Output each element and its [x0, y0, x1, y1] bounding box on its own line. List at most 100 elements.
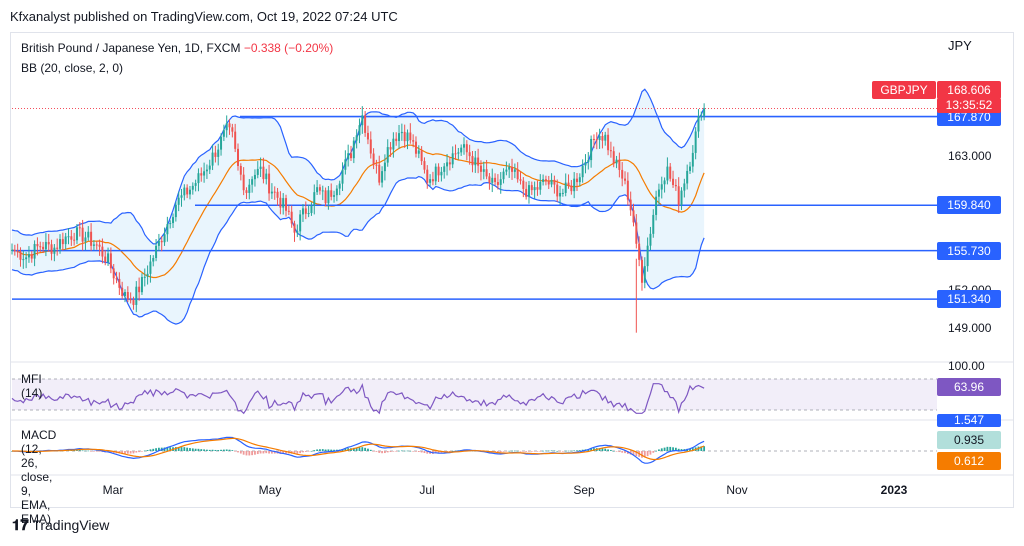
candle-body [296, 231, 299, 233]
bb-indicator-legend[interactable]: BB (20, close, 2, 0) [21, 61, 124, 75]
candle-body [242, 174, 245, 191]
candle-body [104, 256, 107, 263]
candle-body [669, 166, 672, 179]
candle-body [474, 157, 477, 166]
candle-body [674, 184, 677, 187]
candle-body [655, 196, 658, 215]
candle-body [618, 159, 621, 170]
macd-histogram-bar [316, 449, 318, 451]
chart-frame [10, 32, 1014, 508]
candle-body [700, 115, 703, 117]
level-price-tag: 155.730 [937, 241, 1001, 260]
candle-body [364, 115, 367, 133]
macd-histogram-bar [576, 450, 578, 451]
macd-histogram-bar [203, 449, 205, 451]
candle-body [59, 239, 62, 249]
candle-body [98, 244, 101, 247]
candle-body [392, 138, 395, 150]
macd-histogram-bar [248, 451, 251, 456]
macd-histogram-bar [646, 451, 649, 457]
macd-histogram-bar [567, 450, 570, 452]
candle-body [590, 138, 593, 161]
macd-histogram-bar [601, 448, 604, 451]
macd-histogram-bar [508, 450, 511, 452]
candle-body [398, 133, 401, 142]
macd-histogram-bar [536, 451, 539, 452]
macd-histogram-bar [327, 449, 330, 451]
candle-body [149, 261, 152, 274]
macd-histogram-bar [621, 451, 624, 453]
macd-histogram-bar [680, 449, 683, 451]
candle-body [570, 185, 573, 192]
price-tick-label: 149.000 [948, 321, 992, 335]
candle-body [188, 189, 191, 195]
candle-body [491, 177, 494, 183]
candle-body [443, 166, 446, 172]
candle-body [214, 152, 217, 157]
macd-histogram-bar [256, 451, 259, 455]
candle-body [146, 273, 149, 277]
macd-histogram-bar [375, 451, 378, 452]
symbol-legend[interactable]: British Pound / Japanese Yen, 1D, FXCM −… [21, 41, 333, 55]
macd-histogram-bar [265, 451, 268, 454]
candle-body [166, 224, 169, 235]
macd-histogram-bar [271, 451, 273, 454]
candle-body [157, 240, 160, 246]
macd-histogram-bar [389, 451, 392, 453]
macd-histogram-bar [655, 450, 657, 452]
candle-body [256, 168, 259, 175]
macd-histogram-bar [225, 449, 228, 451]
macd-histogram-bar [499, 451, 502, 453]
macd-histogram-bar [367, 448, 369, 451]
macd-histogram-bar [530, 451, 533, 452]
macd-histogram-bar [98, 451, 101, 452]
candle-body [468, 152, 471, 157]
macd-histogram-bar [426, 451, 429, 454]
candle-body [494, 177, 497, 183]
macd-histogram-bar [78, 450, 81, 451]
macd-histogram-bar [505, 451, 508, 452]
macd-histogram-bar [618, 451, 621, 453]
candle-body [508, 166, 511, 170]
candle-body [485, 169, 488, 177]
macd-histogram-bar [237, 451, 239, 453]
candle-body [457, 152, 460, 154]
candle-body [595, 139, 598, 141]
macd-histogram-bar [352, 447, 355, 451]
candle-body [316, 187, 319, 193]
macd-histogram-bar [189, 448, 191, 451]
candle-body [437, 166, 440, 176]
macd-histogram-bar [556, 450, 559, 452]
candle-body [203, 171, 206, 176]
candle-body [73, 239, 76, 241]
candle-body [465, 144, 468, 153]
macd-histogram-bar [547, 450, 550, 452]
macd-histogram-bar [519, 451, 522, 452]
macd-histogram-bar [386, 451, 389, 453]
candle-body [689, 166, 691, 171]
candle-body [39, 246, 42, 248]
candle-body [412, 140, 415, 142]
macd-histogram-bar [672, 447, 674, 451]
candle-body [592, 138, 595, 140]
candle-body [78, 227, 81, 229]
candle-body [53, 247, 56, 254]
candle-body [231, 127, 234, 132]
candle-body [313, 192, 316, 206]
candle-body [403, 131, 406, 142]
candle-body [533, 187, 536, 191]
candle-body [527, 185, 530, 197]
macd-histogram-bar [141, 451, 143, 452]
candle-body [409, 132, 412, 141]
footer-brand[interactable]: 𝟏𝟕 TradingView [12, 517, 109, 534]
macd-histogram-bar [234, 451, 237, 452]
candle-body [386, 147, 389, 163]
candle-body [140, 277, 143, 293]
candle-body [115, 278, 118, 280]
macd-histogram-bar [239, 451, 242, 454]
candle-body [287, 210, 290, 212]
candle-body [584, 162, 587, 166]
macd-histogram-bar [228, 449, 231, 451]
candle-body [417, 150, 420, 154]
